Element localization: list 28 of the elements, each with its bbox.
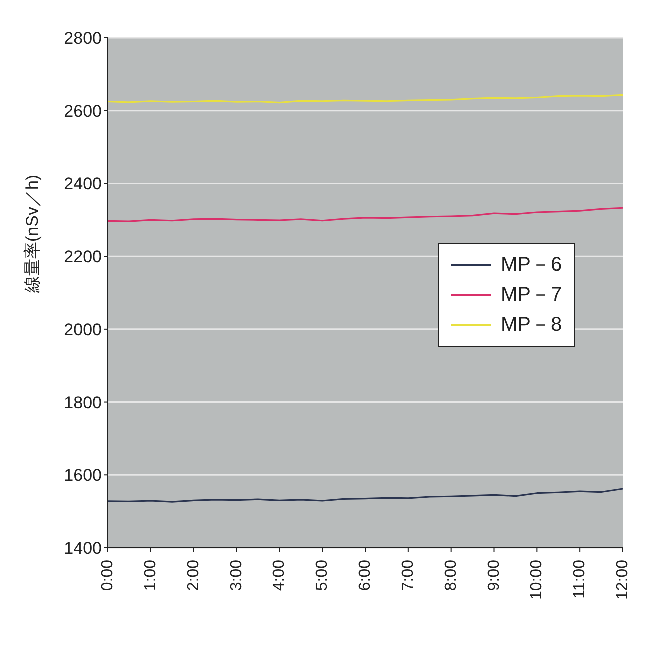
x-tick-label: 0:00 [100,560,116,592]
y-tick-label: 2800 [64,29,102,48]
y-tick-label: 1600 [64,466,102,486]
y-axis-title: 線量率(nSv／h) [23,174,42,294]
x-tick-label: 3:00 [228,560,246,592]
x-tick-label: 1:00 [142,560,160,592]
x-tick-label: 10:00 [528,560,546,600]
legend-label: MP－7 [501,283,562,308]
line-series [108,94,623,104]
legend-label: MP－8 [501,313,562,338]
line-series [108,207,623,222]
x-tick-label: 9:00 [486,560,503,592]
line-series [108,488,623,503]
x-tick-label: 12:00 [614,560,632,600]
x-tick-label: 5:00 [314,560,332,592]
x-tick-label: 11:00 [572,560,589,599]
x-tick-label: 7:00 [400,560,417,592]
legend-label: MP－6 [501,253,562,278]
y-tick-label: 2600 [64,102,102,121]
y-tick-label: 2400 [64,174,102,194]
x-tick-label: 8:00 [442,560,460,592]
y-tick-label: 1800 [64,393,102,412]
x-tick-label: 6:00 [357,560,374,592]
y-tick-label: 1400 [64,539,102,558]
x-tick-label: 4:00 [271,560,288,592]
x-tick-label: 2:00 [185,560,202,592]
y-tick-label: 2000 [64,320,102,340]
y-tick-label: 2200 [64,248,102,267]
